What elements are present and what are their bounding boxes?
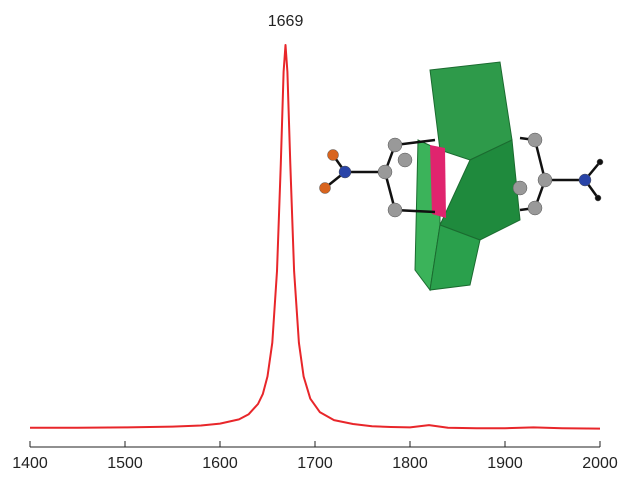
spectrum-line [30, 45, 600, 429]
metal-center [430, 145, 446, 218]
x-tick-label: 1800 [392, 455, 428, 472]
x-tick-label: 1700 [297, 455, 333, 472]
polyhedron [440, 140, 520, 240]
x-tick-label: 1400 [12, 455, 48, 472]
x-tick-label: 2000 [582, 455, 618, 472]
x-tick-label: 1500 [107, 455, 143, 472]
polyhedron [430, 62, 512, 160]
chart: 1400 1500 1600 1700 1800 1900 2000 1669 [0, 0, 622, 484]
page: {"chart_data": {"type": "line", "annotat… [0, 0, 622, 484]
x-tick-label: 1600 [202, 455, 238, 472]
molecule-inset [320, 62, 604, 290]
peak-annotation: 1669 [268, 13, 304, 30]
x-tick-label: 1900 [487, 455, 523, 472]
